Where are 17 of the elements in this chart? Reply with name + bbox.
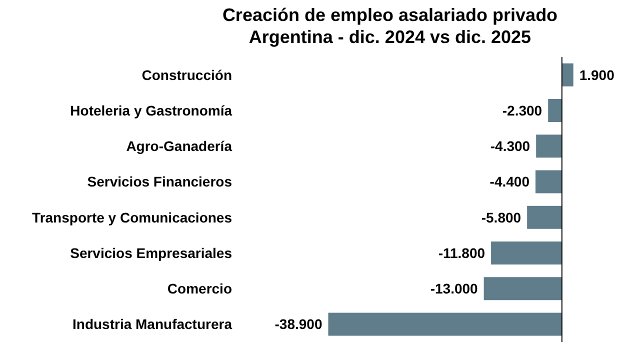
data-label: -11.800 bbox=[438, 244, 486, 261]
y-tick-label: Servicios Financieros bbox=[87, 174, 232, 190]
y-tick-label: Hoteleria y Gastronomía bbox=[70, 102, 232, 118]
y-tick-label: Construcción bbox=[142, 66, 232, 83]
data-label: -38.900 bbox=[274, 316, 322, 332]
y-tick-label: Servicios Empresariales bbox=[70, 244, 232, 261]
data-label: -4.300 bbox=[490, 138, 530, 154]
chart-title: Creación de empleo asalariado privado Argentina - dic. 2024 vs dic. 2025 bbox=[221, 4, 559, 48]
y-tick-label: Industria Manufacturera bbox=[72, 316, 232, 332]
data-label: -2.300 bbox=[502, 102, 542, 118]
data-label: -4.400 bbox=[490, 174, 530, 190]
y-tick-label: Comercio bbox=[167, 280, 232, 297]
y-tick-label: Agro-Ganadería bbox=[126, 138, 232, 154]
data-label: 1.900 bbox=[579, 66, 615, 83]
data-label: -5.800 bbox=[481, 209, 522, 226]
y-tick-label: Transporte y Comunicaciones bbox=[32, 209, 232, 226]
data-label: -13.000 bbox=[430, 280, 478, 297]
